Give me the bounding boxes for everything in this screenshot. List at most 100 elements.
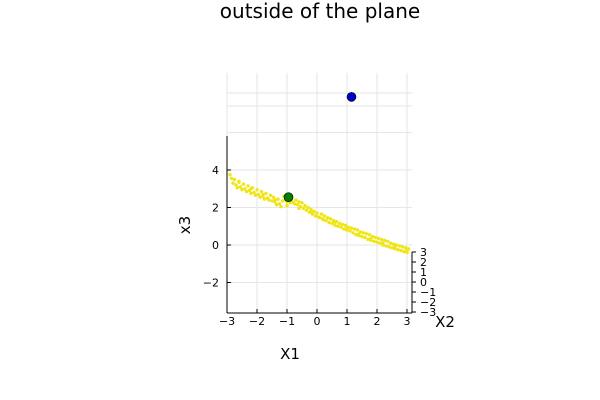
plane-sample-point <box>238 185 243 189</box>
y-tick-label: 0 <box>420 276 427 289</box>
plane-sample-point <box>235 186 240 190</box>
y-tick-label: −2 <box>420 296 436 309</box>
z-tick-label: 4 <box>212 164 219 177</box>
plane-sample-point <box>388 241 393 245</box>
plane-sample-point <box>295 203 300 207</box>
plane-sample-point <box>285 203 289 208</box>
plane-sample-point <box>231 181 235 185</box>
axes <box>226 136 413 314</box>
plane-sample-point <box>234 183 238 187</box>
plane-sample-point <box>327 220 331 225</box>
plane-sample-point <box>355 228 360 232</box>
plane-sample-point <box>345 226 349 230</box>
z-tick-label: 2 <box>212 202 219 215</box>
x-tick-label: 2 <box>374 315 381 328</box>
y-tick-label: 2 <box>420 256 427 269</box>
plane-sample-point <box>292 202 297 206</box>
plane-sample-point <box>369 236 373 241</box>
plane-sample-point <box>322 214 327 218</box>
plane-sample-point <box>271 195 276 199</box>
plane-sample-point <box>300 201 304 205</box>
grid <box>226 73 412 313</box>
plane-sample-point <box>309 210 313 214</box>
plane-sample-point <box>240 188 244 192</box>
plane-sample-point <box>309 207 313 212</box>
y-tick-label: 3 <box>420 246 427 259</box>
plane-sample-point <box>373 235 378 240</box>
plane-sample-point <box>328 217 333 221</box>
z-tick-label: −2 <box>203 277 219 290</box>
plane-sample-point <box>255 188 259 192</box>
plane-sample-point <box>237 179 241 183</box>
plane-sample-point <box>382 238 387 242</box>
plane-sample-point <box>405 248 409 253</box>
plane-sample-point <box>366 237 370 242</box>
plane-sample-point <box>339 225 343 229</box>
plane-sample-point <box>393 245 397 249</box>
plane-sample-point <box>333 223 337 227</box>
plane-sample-point <box>375 240 379 244</box>
plane-sample-point <box>276 197 280 201</box>
plane-sample-point <box>342 227 346 231</box>
plane-sample-point <box>249 191 253 196</box>
plane-sample-point <box>390 246 394 250</box>
plane-sample-point <box>294 198 298 202</box>
plane-sample-point <box>376 236 381 241</box>
plane-sample-point <box>274 203 279 207</box>
plane-sample-point <box>384 244 388 248</box>
plane-sample-point <box>357 232 361 236</box>
plane-sample-point <box>241 182 246 186</box>
data-points <box>228 92 411 255</box>
plane-sample-point <box>379 237 384 242</box>
x-tick-label: 0 <box>314 315 321 328</box>
plane-sample-point <box>348 229 352 233</box>
plane-sample-point <box>246 184 250 188</box>
chart-title: outside of the plane <box>220 0 420 23</box>
plane-sample-point <box>252 190 256 195</box>
plane-sample-point <box>264 191 268 196</box>
plane-sample-point <box>367 233 372 237</box>
plane-sample-point <box>324 218 328 223</box>
plane-sample-point <box>349 226 354 230</box>
plane-sample-point <box>261 192 265 197</box>
plane-sample-point <box>273 198 277 202</box>
plane-sample-point <box>336 224 340 228</box>
plane-sample-point <box>330 221 334 226</box>
plane-sample-point <box>385 239 390 243</box>
plane-sample-point <box>277 202 282 206</box>
plane-sample-point <box>319 212 324 216</box>
plane-sample-point <box>337 221 342 226</box>
plane-sample-point <box>378 241 382 245</box>
plane-sample-point <box>321 217 325 221</box>
y-axis-label: X2 <box>435 313 455 331</box>
plane-sample-point <box>249 187 253 191</box>
plane-sample-point <box>306 205 310 210</box>
plane-sample-point <box>244 189 249 194</box>
plane-sample-point <box>363 235 367 240</box>
plane-sample-point <box>354 233 358 237</box>
x-tick-label: 1 <box>344 315 351 328</box>
plane-sample-point <box>232 177 237 182</box>
x-tick-label: 3 <box>404 315 411 328</box>
plane-sample-point <box>315 211 319 215</box>
x-tick-label: −2 <box>249 315 265 328</box>
plane-sample-point <box>325 216 330 220</box>
plane-sample-point <box>381 241 385 245</box>
plane-sample-point <box>403 246 408 250</box>
plane-sample-point <box>333 220 337 225</box>
plane-sample-point <box>318 216 322 220</box>
y-tick-label: 1 <box>420 266 427 279</box>
plane-sample-point <box>340 222 345 227</box>
plane-sample-point <box>361 231 366 235</box>
plane-sample-point <box>397 244 402 248</box>
x-tick-label: −3 <box>219 315 235 328</box>
plane-sample-point <box>312 209 316 213</box>
plane-sample-point <box>270 199 274 203</box>
plane-sample-point <box>343 223 348 227</box>
plane-sample-point <box>256 192 261 197</box>
plane-sample-point <box>267 198 271 202</box>
plane-sample-point <box>258 195 262 199</box>
plane-sample-point <box>303 203 307 208</box>
